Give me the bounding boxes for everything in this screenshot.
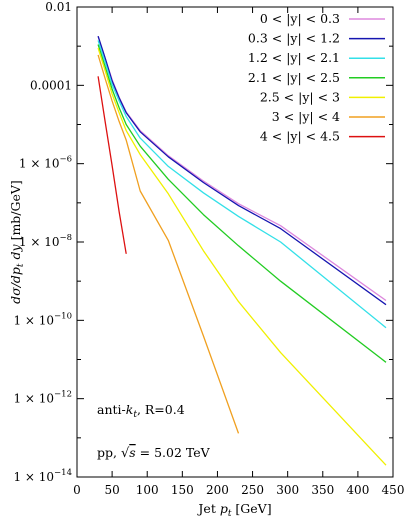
x-tick-label: 250 xyxy=(241,483,264,497)
x-tick-label: 150 xyxy=(171,483,194,497)
annotation-energy: pp, √s = 5.02 TeV xyxy=(97,445,211,461)
legend-label-5: 3 < |y| < 4 xyxy=(272,109,340,124)
series-line-6 xyxy=(97,76,127,254)
y-tick-label: 1 × 10−14 xyxy=(13,468,72,484)
y-axis-title: dσ/dpt dy [mb/GeV] xyxy=(8,180,26,304)
series-line-5 xyxy=(97,54,240,434)
legend-label-4: 2.5 < |y| < 3 xyxy=(260,89,340,104)
legend-label-3: 2.1 < |y| < 2.5 xyxy=(248,70,340,85)
legend-label-1: 0.3 < |y| < 1.2 xyxy=(248,31,340,46)
x-tick-label: 200 xyxy=(206,483,229,497)
axis-tick-labels: 0 50 100 150 200 250 300 350 400 450 0.01 0.0001 1 ×… xyxy=(13,0,404,497)
series-lines xyxy=(97,36,387,466)
x-tick-label: 50 xyxy=(104,483,119,497)
legend: 0 < |y| < 0.3 0.3 < |y| < 1.2 1.2 < |y| < … xyxy=(248,11,385,144)
x-tick-label: 0 xyxy=(73,483,81,497)
x-tick-label: 300 xyxy=(276,483,299,497)
y-tick-label: 1 × 10−6 xyxy=(19,155,72,171)
legend-label-6: 4 < |y| < 4.5 xyxy=(260,129,340,144)
annotation-algorithm: anti-kt, R=0.4 xyxy=(97,402,185,420)
series-line-1 xyxy=(97,36,387,306)
y-tick-label: 0.0001 xyxy=(30,78,72,92)
axis-ticks xyxy=(76,6,394,478)
y-tick-label: 1 × 10−8 xyxy=(19,233,72,249)
x-axis-title: Jet pt [GeV] xyxy=(196,501,271,519)
series-line-0 xyxy=(97,36,387,302)
x-tick-label: 400 xyxy=(346,483,369,497)
legend-label-2: 1.2 < |y| < 2.1 xyxy=(248,50,340,65)
x-tick-label: 450 xyxy=(382,483,405,497)
x-tick-label: 350 xyxy=(311,483,334,497)
series-line-4 xyxy=(97,47,387,466)
y-tick-label: 1 × 10−12 xyxy=(13,390,72,406)
y-tick-label: 1 × 10−10 xyxy=(13,311,72,327)
series-line-3 xyxy=(97,44,387,363)
y-tick-label: 0.01 xyxy=(45,0,72,14)
x-tick-label: 100 xyxy=(136,483,159,497)
series-line-2 xyxy=(97,40,387,329)
legend-label-0: 0 < |y| < 0.3 xyxy=(260,11,340,26)
